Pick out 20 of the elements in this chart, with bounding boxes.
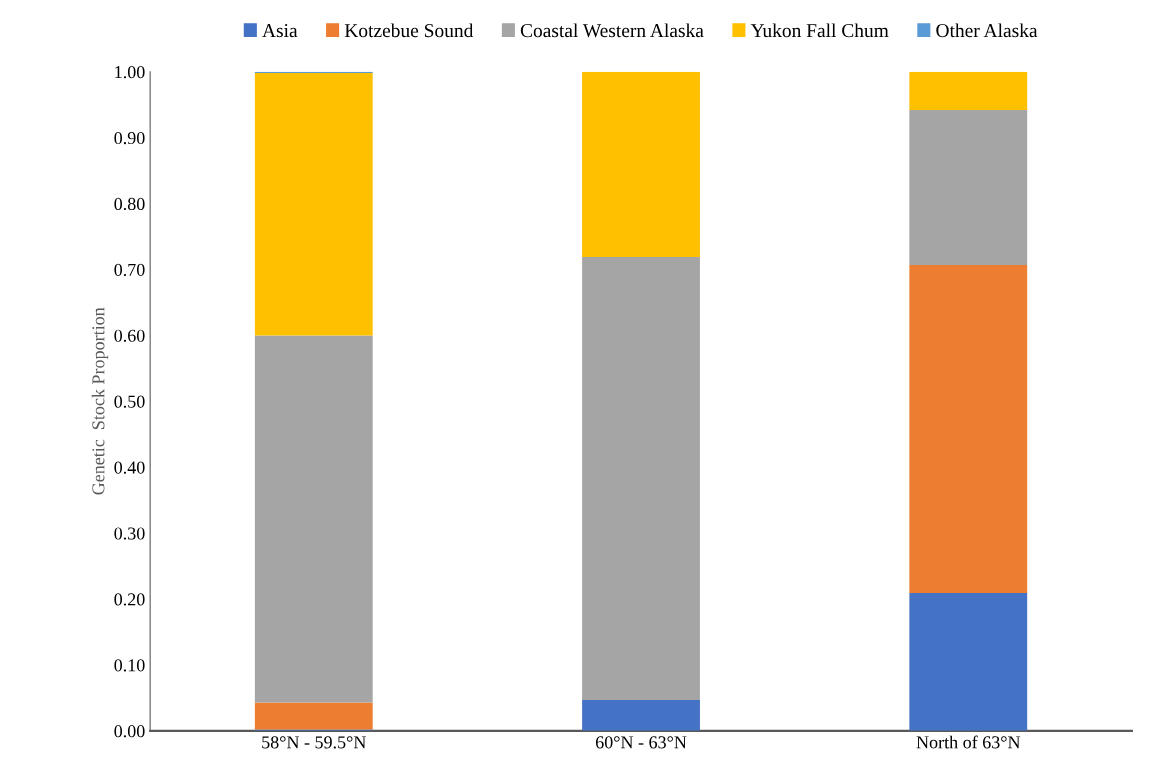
- y-tick-label: 0.30: [114, 527, 145, 540]
- legend-label: Kotzebue Sound: [344, 23, 474, 38]
- legend-label: Other Alaska: [936, 23, 1038, 38]
- legend-label: Yukon Fall Chum: [750, 23, 889, 38]
- y-tick-label: 0.80: [114, 197, 145, 211]
- x-tick-label: 60°N - 63°N: [595, 736, 687, 749]
- y-tick-label: 0.40: [114, 461, 145, 474]
- y-tick-label: 0.60: [114, 329, 145, 342]
- legend-label: Asia: [262, 24, 298, 38]
- legend-label: Coastal Western Alaska: [520, 23, 704, 38]
- y-tick-label: 0.70: [114, 263, 145, 277]
- y-axis-title: Genetic Stock Proportion: [91, 307, 109, 495]
- y-tick-label: 0.10: [114, 659, 145, 672]
- y-tick-label: 0.50: [114, 395, 145, 408]
- y-tick-label: 0.90: [114, 131, 145, 145]
- y-tick-label: 0.20: [114, 593, 145, 606]
- y-tick-label: 1.00: [115, 66, 145, 79]
- y-tick-label: 0.00: [114, 725, 145, 738]
- x-tick-label: 58°N - 59.5°N: [262, 736, 366, 749]
- x-tick-label: North of 63°N: [916, 735, 1021, 749]
